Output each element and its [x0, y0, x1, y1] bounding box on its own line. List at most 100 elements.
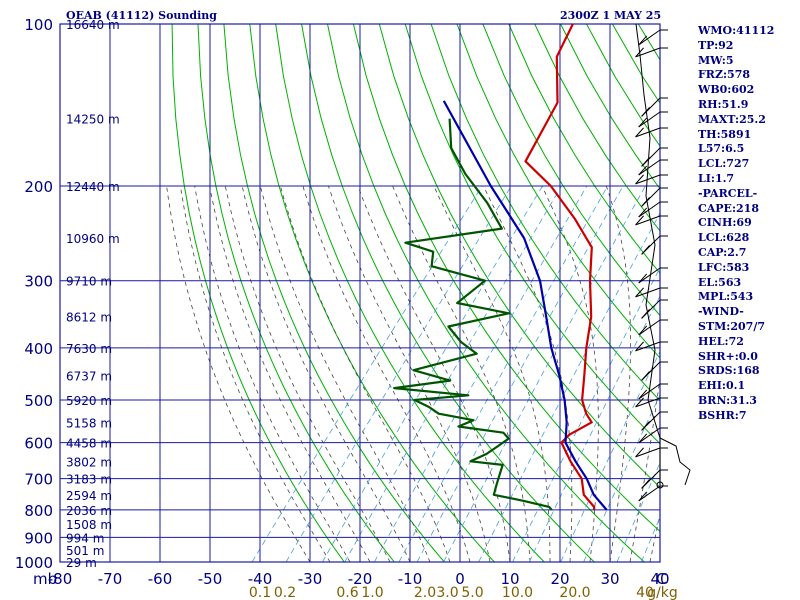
height-label: 14250 m	[66, 113, 120, 127]
temperature-tick-label: -50	[198, 570, 223, 588]
wind-barb-shaft	[635, 397, 661, 408]
moist-adiabats	[166, 185, 660, 562]
param-line: -PARCEL-	[698, 186, 758, 200]
moist-adiabat-line	[260, 185, 431, 562]
wind-barb-flag	[638, 165, 648, 176]
pressure-tick-label: 700	[24, 471, 53, 489]
param-line: CINH:69	[698, 216, 752, 230]
temperature-tick-label: 30	[600, 570, 619, 588]
height-label: 29 m	[66, 556, 97, 570]
temperature-tick-label: -40	[248, 570, 273, 588]
wind-barb-shaft	[638, 383, 661, 400]
mixing-ratio-label: 0.2	[274, 585, 296, 600]
moist-adiabat-line	[483, 185, 573, 562]
wind-barb-flag	[638, 325, 648, 336]
pressure-tick-label: 500	[24, 392, 53, 410]
temperature-line	[524, 24, 596, 510]
dewpoint-line	[393, 118, 553, 511]
dry-adiabat-line	[301, 24, 595, 562]
wind-barb-shaft	[638, 201, 661, 218]
mixing-ratio-label: 2.0	[414, 585, 436, 600]
temperature-tick-label: -10	[398, 570, 423, 588]
moist-adiabat-line	[328, 185, 491, 562]
param-line: FRZ:578	[698, 68, 751, 82]
wind-barb-flag	[638, 273, 648, 284]
param-line: TH:5891	[698, 127, 752, 141]
wind-barb-flag	[635, 47, 644, 58]
temperature-tick-label: -80	[48, 570, 73, 588]
wind-barb-shaft	[635, 47, 661, 58]
param-line: BRN:31.3	[698, 393, 757, 407]
moist-adiabat-line	[357, 185, 511, 562]
height-label: 12440 m	[66, 180, 120, 194]
temperature-tick-label: -70	[98, 570, 123, 588]
mixing-ratio-label: 1.0	[361, 585, 383, 600]
wind-barb-shaft	[638, 111, 661, 128]
temperature-unit-label: C	[656, 570, 666, 588]
dry-adiabat-line	[404, 24, 660, 445]
param-line: CAP:2.7	[698, 245, 747, 259]
sounding-series	[393, 24, 608, 511]
pressure-tick-label: 300	[24, 273, 53, 291]
dry-adiabat-line	[171, 24, 345, 562]
height-label: 10960 m	[66, 232, 120, 246]
height-label: 4458 m	[66, 437, 112, 451]
moist-adiabat-line	[194, 185, 351, 562]
mixing-ratio-label: 40	[636, 585, 654, 600]
height-label: 1508 m	[66, 518, 112, 532]
mixing-ratio-line	[344, 185, 562, 562]
height-label: 16640 m	[66, 18, 120, 32]
wind-barb-shaft	[635, 341, 661, 352]
wind-barb-flag	[635, 287, 644, 298]
wind-barbs	[635, 23, 691, 502]
temperature-tick-label: -20	[348, 570, 373, 588]
wind-barb-flag	[638, 117, 648, 128]
wind-barb-shaft	[638, 427, 661, 444]
moist-adiabat-line	[629, 374, 660, 562]
wind-barb-flag	[641, 107, 650, 117]
wind-barb-flag	[638, 207, 648, 218]
wind-barb-flag	[641, 421, 650, 431]
height-label: 2594 m	[66, 489, 112, 503]
pressure-tick-label: 800	[24, 502, 53, 520]
height-label: 9710 m	[66, 275, 112, 289]
param-line: MW:5	[698, 53, 734, 67]
low-level-wind-barb	[659, 437, 691, 486]
calm-wind-circle	[656, 481, 664, 489]
moist-adiabat-line	[280, 185, 451, 562]
wind-barb-shaft	[635, 127, 661, 138]
wind-barb-shaft	[635, 215, 661, 226]
param-line: MPL:543	[698, 290, 754, 304]
wind-barb-shaft	[638, 485, 661, 502]
param-line: SRDS:168	[698, 364, 760, 378]
param-line: MAXT:25.2	[698, 112, 766, 126]
parcel-line	[442, 100, 608, 511]
dry-adiabat-line	[482, 24, 660, 317]
mixing-ratio-label: g/kg	[647, 585, 678, 600]
temperature-tick-label: 40	[650, 570, 669, 588]
height-label: 5158 m	[66, 416, 112, 430]
valid-time: 2300Z 1 MAY 25	[560, 9, 662, 22]
dry-adiabat-line	[508, 24, 660, 274]
mixing-ratio-label: 0.1	[249, 585, 271, 600]
param-line: -WIND-	[698, 305, 744, 319]
dry-adiabat-line	[249, 24, 495, 562]
param-line: LI:1.7	[698, 171, 735, 185]
wind-barb-flag	[635, 341, 644, 352]
mixing-ratio-line	[251, 185, 483, 562]
param-line: SHR+:0.0	[698, 349, 758, 363]
wind-barb-flag	[641, 371, 650, 381]
mixing-ratio-label: 5.0	[461, 585, 483, 600]
param-line: LCL:727	[698, 157, 750, 171]
moist-adiabat-line	[649, 511, 660, 562]
wind-barb-shaft	[635, 447, 661, 458]
wind-barb-flag	[638, 433, 648, 444]
pressure-unit-label: mb	[33, 570, 57, 588]
parameter-panel: WMO:41112 TP:92 MW:5 FRZ:578 WB0:602 RH:51.9 M…	[698, 24, 798, 424]
moist-adiabat-line	[209, 185, 371, 562]
param-line: LCL:628	[698, 231, 750, 245]
mixing-ratio-line	[528, 295, 660, 562]
param-line: CAPE:218	[698, 201, 759, 215]
grid	[59, 23, 661, 563]
